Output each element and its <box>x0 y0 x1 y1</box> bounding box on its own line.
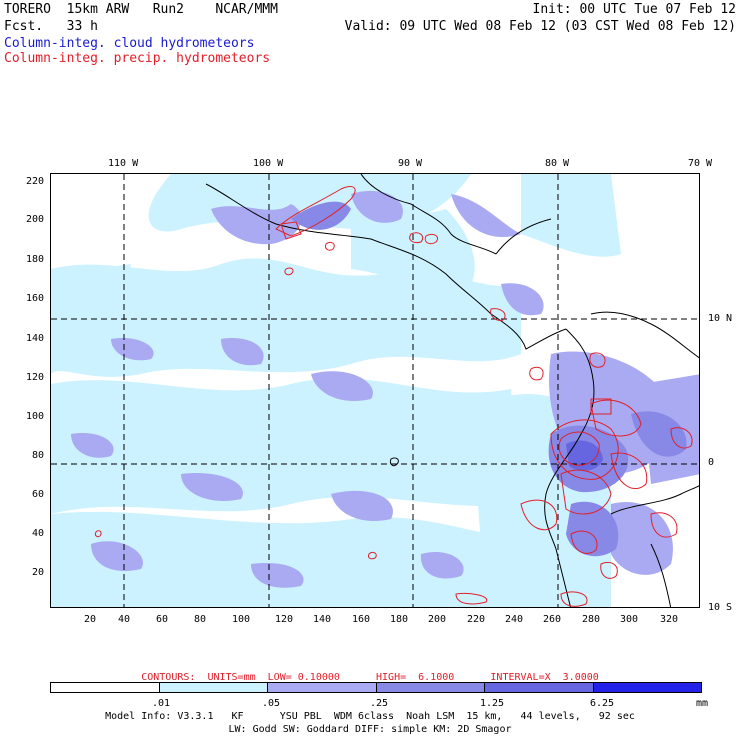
x-tick-300: 300 <box>620 614 639 625</box>
x-tick-260: 260 <box>543 614 562 625</box>
y-tick-220: 220 <box>26 176 45 187</box>
y-tick-140: 140 <box>26 333 45 344</box>
x-tick-40: 40 <box>118 614 131 625</box>
lon-label-80w: 80 W <box>545 158 570 169</box>
cloud-intense-core <box>566 440 603 471</box>
colorbar-segment-1 <box>51 683 160 692</box>
x-tick-100: 100 <box>232 614 251 625</box>
y-tick-100: 100 <box>26 411 45 422</box>
colorbar-label-6.25: 6.25 <box>590 698 615 709</box>
colorbar <box>50 682 702 693</box>
colorbar-segment-6 <box>593 683 701 692</box>
y-tick-40: 40 <box>32 528 45 539</box>
lat-label-10s: 10 S <box>708 602 733 613</box>
contours-info: CONTOURS: UNITS=mm LOW= 0.10000 HIGH= 6.… <box>141 672 599 683</box>
y-tick-60: 60 <box>32 489 45 500</box>
legend-cloud-label: Column-integ. cloud hydrometeors <box>4 36 255 51</box>
lon-label-100w: 100 W <box>253 158 284 169</box>
y-tick-120: 120 <box>26 372 45 383</box>
x-tick-80: 80 <box>194 614 207 625</box>
x-tick-20: 20 <box>84 614 97 625</box>
x-tick-180: 180 <box>390 614 409 625</box>
colorbar-segment-3 <box>268 683 377 692</box>
colorbar-label-1.25: 1.25 <box>480 698 505 709</box>
valid-time: Valid: 09 UTC Wed 08 Feb 12 (03 CST Wed … <box>344 19 736 34</box>
lat-lon-grid <box>51 174 699 607</box>
hydrometeor-field <box>51 174 699 607</box>
y-tick-20: 20 <box>32 567 45 578</box>
y-tick-160: 160 <box>26 293 45 304</box>
x-tick-280: 280 <box>582 614 601 625</box>
x-tick-60: 60 <box>156 614 169 625</box>
colorbar-segment-4 <box>376 683 485 692</box>
colorbar-segment-2 <box>159 683 268 692</box>
x-tick-160: 160 <box>352 614 371 625</box>
model-info-line2: LW: Godd SW: Goddard DIFF: simple KM: 2D… <box>228 724 512 735</box>
colorbar-segment-5 <box>485 683 594 692</box>
lat-label-10n: 10 N <box>708 313 733 324</box>
cloud-mid-field <box>71 190 699 588</box>
colorbar-label-0.25: .25 <box>370 698 389 709</box>
y-tick-200: 200 <box>26 214 45 225</box>
lon-label-90w: 90 W <box>398 158 423 169</box>
x-tick-220: 220 <box>467 614 486 625</box>
y-tick-180: 180 <box>26 254 45 265</box>
init-time: Init: 00 UTC Tue 07 Feb 12 <box>532 2 737 17</box>
x-tick-240: 240 <box>505 614 524 625</box>
x-tick-320: 320 <box>660 614 679 625</box>
lat-label-0: 0 <box>708 457 715 468</box>
forecast-map <box>50 173 700 608</box>
x-tick-140: 140 <box>313 614 332 625</box>
lon-label-70w: 70 W <box>688 158 713 169</box>
model-info-line1: Model Info: V3.3.1 KF YSU PBL WDM 6class… <box>105 711 635 722</box>
colorbar-label-0.05: .05 <box>262 698 281 709</box>
x-tick-120: 120 <box>275 614 294 625</box>
lon-label-110w: 110 W <box>108 158 139 169</box>
x-tick-200: 200 <box>428 614 447 625</box>
forecast-hour: Fcst. 33 h <box>4 19 98 34</box>
coastline <box>205 174 699 607</box>
precip-contours <box>94 186 693 607</box>
y-tick-80: 80 <box>32 450 45 461</box>
legend-precip-label: Column-integ. precip. hydrometeors <box>4 51 271 66</box>
run-title: TORERO 15km ARW Run2 NCAR/MMM <box>4 2 278 17</box>
colorbar-units: mm <box>696 698 709 709</box>
colorbar-label-0.01: .01 <box>152 698 171 709</box>
